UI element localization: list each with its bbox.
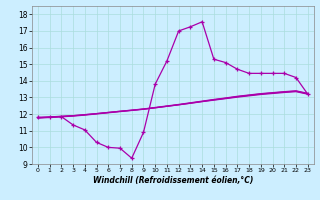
X-axis label: Windchill (Refroidissement éolien,°C): Windchill (Refroidissement éolien,°C): [92, 176, 253, 185]
